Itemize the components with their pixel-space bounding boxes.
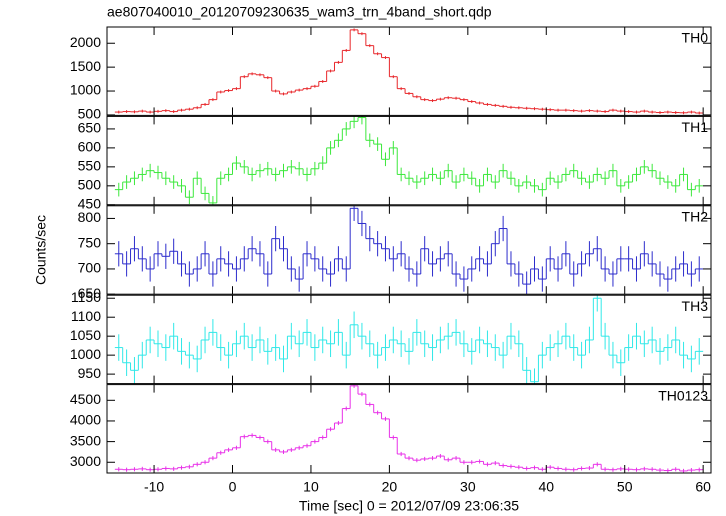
x-axis-label: Time [sec] 0 = 2012/07/09 23:06:35: [299, 498, 519, 514]
y-tick-label: 800: [78, 209, 102, 225]
y-tick-label: 600: [78, 139, 102, 155]
panel-frame: [106, 205, 712, 295]
panel-frame: [106, 115, 712, 206]
y-tick-label: 1500: [70, 58, 101, 74]
y-tick-label: 1050: [70, 327, 101, 343]
y-tick-label: 500: [78, 177, 102, 193]
y-tick-label: 500: [78, 106, 102, 122]
y-tick-label: 1000: [70, 346, 101, 362]
y-tick-label: 4500: [70, 391, 101, 407]
y-tick-label: 650: [78, 285, 102, 301]
y-tick-label: 950: [78, 365, 102, 381]
y-tick-label: 4000: [70, 412, 101, 428]
panel-label: TH2: [682, 209, 709, 225]
y-tick-label: 3500: [70, 432, 101, 448]
panel-frame: [106, 384, 712, 474]
x-tick-label: 40: [538, 479, 554, 495]
y-tick-label: 2000: [70, 34, 101, 50]
y-tick-label: 1100: [71, 308, 101, 324]
y-tick-label: 1150: [71, 289, 101, 305]
x-tick-label: 50: [617, 479, 633, 495]
y-tick-label: 650: [78, 120, 102, 136]
x-tick-label: 20: [382, 479, 398, 495]
panel-label: TH0: [682, 30, 709, 46]
y-tick-label: 450: [78, 196, 102, 212]
panel-frame: [106, 26, 712, 116]
x-tick-label: 30: [460, 479, 476, 495]
panel-frame: [106, 294, 712, 385]
x-tick-label: 0: [229, 479, 237, 495]
y-tick-label: 700: [78, 260, 102, 276]
x-tick-label: -10: [144, 479, 164, 495]
panel-label: TH0123: [658, 387, 708, 403]
y-tick-label: 1000: [70, 82, 101, 98]
y-tick-label: 750: [78, 234, 102, 250]
chart-title: ae807040010_20120709230635_wam3_trn_4ban…: [107, 4, 492, 20]
y-tick-label: 3000: [70, 453, 101, 469]
panel-label: TH3: [682, 298, 709, 314]
y-axis-label: Counts/sec: [33, 215, 49, 285]
x-tick-label: 10: [303, 479, 319, 495]
x-tick-label: 60: [695, 479, 711, 495]
panel-label: TH1: [682, 119, 709, 135]
y-tick-label: 550: [78, 158, 102, 174]
